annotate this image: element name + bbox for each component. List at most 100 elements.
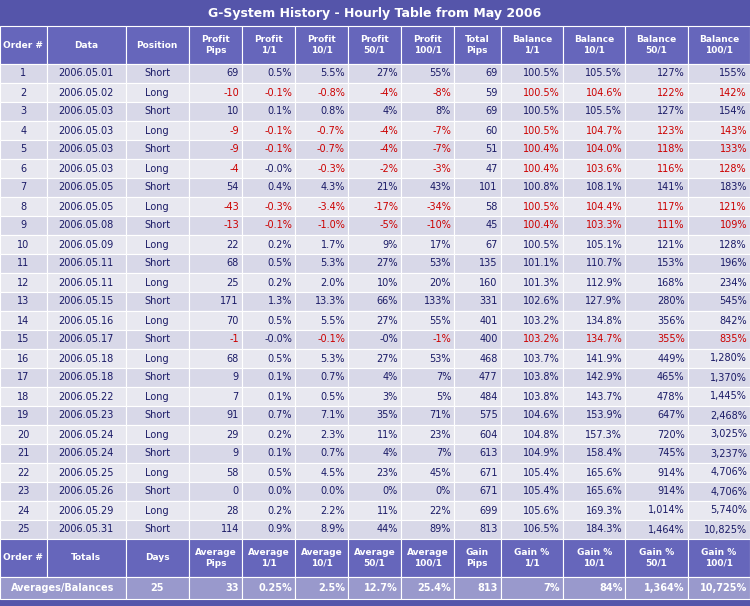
Text: 14: 14 <box>17 316 29 325</box>
Bar <box>0 178 46 197</box>
Bar <box>500 216 563 235</box>
Bar <box>688 406 750 425</box>
Bar <box>626 254 688 273</box>
Text: 9: 9 <box>232 373 239 382</box>
Text: -0.0%: -0.0% <box>264 164 292 173</box>
Text: 101.1%: 101.1% <box>524 259 560 268</box>
Text: Days: Days <box>145 553 170 562</box>
Text: 22: 22 <box>226 239 239 250</box>
Text: 104.9%: 104.9% <box>524 448 560 459</box>
Bar <box>454 216 500 235</box>
Text: Long: Long <box>146 239 169 250</box>
Text: 234%: 234% <box>719 278 747 287</box>
Bar <box>626 463 688 482</box>
Text: -0.1%: -0.1% <box>264 87 292 98</box>
Bar <box>626 83 688 102</box>
Bar <box>563 406 626 425</box>
Text: Short: Short <box>144 487 170 496</box>
Bar <box>348 425 401 444</box>
Bar <box>401 159 454 178</box>
Bar <box>189 64 242 83</box>
Bar <box>0 26 46 64</box>
Bar <box>454 444 500 463</box>
Bar <box>242 102 295 121</box>
Bar <box>348 539 401 577</box>
Bar <box>295 178 348 197</box>
Text: 2006.05.31: 2006.05.31 <box>58 525 114 534</box>
Bar <box>242 577 295 599</box>
Text: 0.2%: 0.2% <box>268 505 292 516</box>
Bar <box>348 216 401 235</box>
Text: 19: 19 <box>17 410 29 421</box>
Text: 914%: 914% <box>657 467 685 478</box>
Text: -8%: -8% <box>432 87 451 98</box>
Bar <box>454 501 500 520</box>
Bar <box>46 539 125 577</box>
Text: 4.3%: 4.3% <box>321 182 345 193</box>
Bar <box>688 330 750 349</box>
Text: Data: Data <box>74 41 98 50</box>
Bar <box>0 368 46 387</box>
Bar <box>295 444 348 463</box>
Bar <box>189 349 242 368</box>
Bar <box>563 292 626 311</box>
Text: 127%: 127% <box>657 68 685 79</box>
Text: 20%: 20% <box>430 278 451 287</box>
Bar <box>454 102 500 121</box>
Text: 105.4%: 105.4% <box>524 487 560 496</box>
Bar <box>242 216 295 235</box>
Bar <box>401 83 454 102</box>
Text: 5.5%: 5.5% <box>320 316 345 325</box>
Bar <box>0 406 46 425</box>
Text: -2%: -2% <box>380 164 398 173</box>
Text: 25.4%: 25.4% <box>417 583 451 593</box>
Text: 2.2%: 2.2% <box>320 505 345 516</box>
Bar <box>348 26 401 64</box>
Bar <box>563 482 626 501</box>
Text: 9%: 9% <box>382 239 398 250</box>
Bar <box>454 197 500 216</box>
Text: 2006.05.29: 2006.05.29 <box>58 505 114 516</box>
Bar <box>295 64 348 83</box>
Text: 69: 69 <box>226 68 239 79</box>
Bar <box>125 121 189 140</box>
Bar <box>348 349 401 368</box>
Bar <box>401 121 454 140</box>
Bar <box>563 425 626 444</box>
Bar <box>401 292 454 311</box>
Text: 153%: 153% <box>657 259 685 268</box>
Bar <box>242 463 295 482</box>
Text: 100.8%: 100.8% <box>524 182 560 193</box>
Text: 0.7%: 0.7% <box>320 373 345 382</box>
Bar <box>688 463 750 482</box>
Text: -1%: -1% <box>432 335 451 344</box>
Bar <box>401 577 454 599</box>
Bar <box>242 425 295 444</box>
Bar <box>242 501 295 520</box>
Bar <box>189 482 242 501</box>
Bar <box>348 121 401 140</box>
Text: 105.5%: 105.5% <box>586 107 622 116</box>
Text: 0.1%: 0.1% <box>268 107 292 116</box>
Text: 0.1%: 0.1% <box>268 373 292 382</box>
Bar <box>295 425 348 444</box>
Text: -0.1%: -0.1% <box>264 144 292 155</box>
Bar <box>401 463 454 482</box>
Bar <box>0 349 46 368</box>
Bar <box>242 235 295 254</box>
Text: 155%: 155% <box>719 68 747 79</box>
Bar <box>500 254 563 273</box>
Text: 12.7%: 12.7% <box>364 583 398 593</box>
Bar <box>626 501 688 520</box>
Bar <box>348 330 401 349</box>
Text: 103.6%: 103.6% <box>586 164 622 173</box>
Bar <box>348 444 401 463</box>
Bar <box>125 406 189 425</box>
Text: 104.0%: 104.0% <box>586 144 622 155</box>
Bar <box>189 444 242 463</box>
Bar <box>348 159 401 178</box>
Text: 2006.05.18: 2006.05.18 <box>58 353 114 364</box>
Text: 27%: 27% <box>376 68 398 79</box>
Bar <box>242 292 295 311</box>
Text: -3%: -3% <box>432 164 451 173</box>
